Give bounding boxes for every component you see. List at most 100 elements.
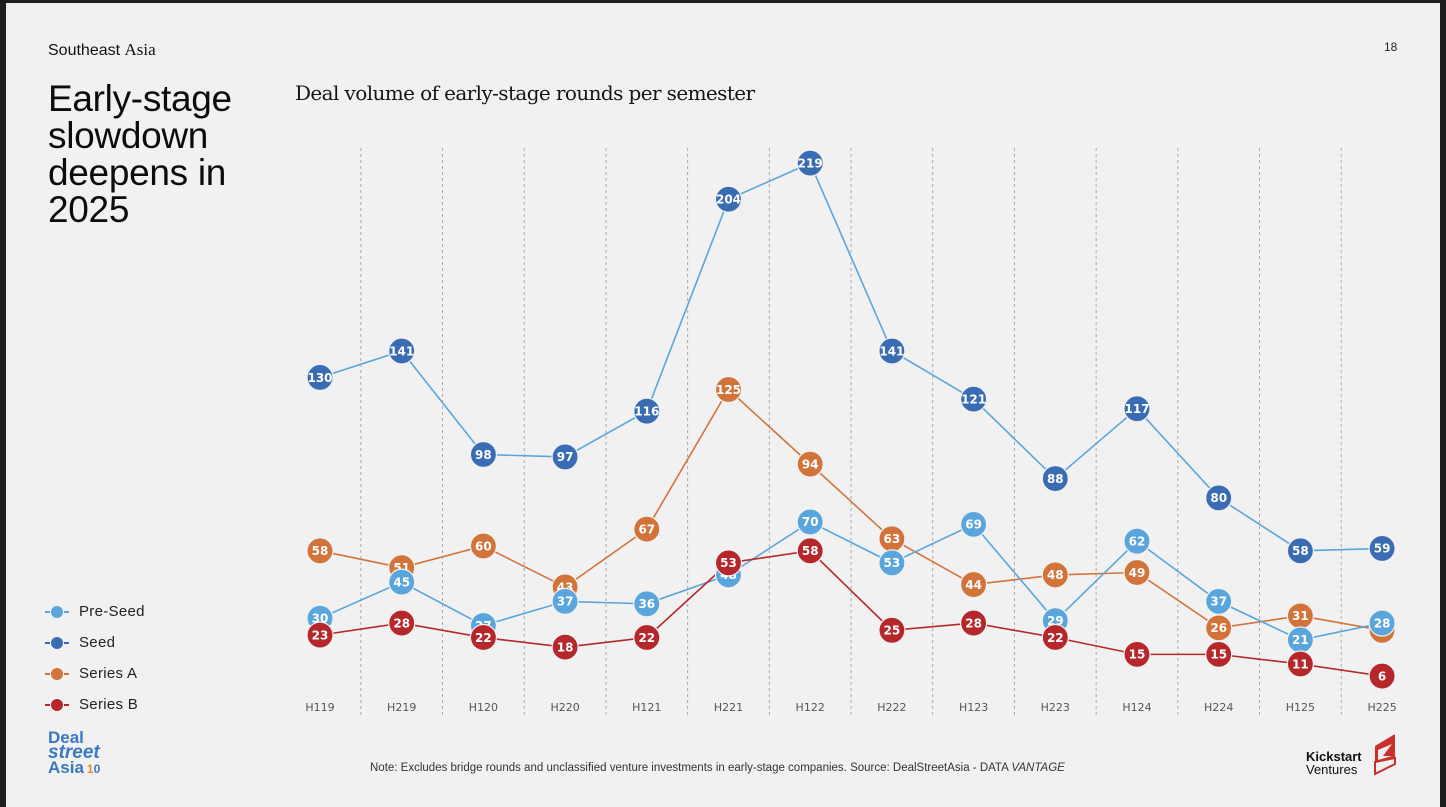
marker-series-a (714, 375, 743, 404)
data-point-pre-seed: 62 (1123, 527, 1151, 555)
legend-item-pre-seed: Pre-Seed (45, 596, 145, 627)
headline: Early-stage slowdown deepens in 2025 (48, 80, 288, 228)
marker-series-b (1368, 662, 1396, 690)
data-point-series-b: 15 (1205, 640, 1233, 668)
series-line-series-a (319, 388, 1383, 632)
data-point-pre-seed: 37 (551, 587, 579, 616)
data-point-pre-seed: 28 (1368, 609, 1396, 637)
x-tick-label: H120 (469, 701, 498, 714)
data-label-pre-seed: 28 (1374, 616, 1391, 630)
x-tick-label: H119 (305, 701, 334, 714)
data-label-series-a: 31 (1292, 609, 1309, 623)
marker-pre-seed (1123, 527, 1151, 555)
logo-text: Asia (48, 758, 84, 777)
headline-line: Early-stage (48, 78, 232, 119)
data-point-seed: 58 (1286, 537, 1315, 565)
data-label-pre-seed: 45 (393, 575, 410, 589)
marker-seed (388, 337, 416, 365)
data-label-series-a: 48 (1047, 568, 1064, 582)
logo-text: street (48, 742, 100, 763)
marker-seed (633, 397, 661, 425)
data-label-series-a: 94 (802, 457, 819, 471)
data-label-series-b: 23 (312, 628, 329, 642)
data-label-series-b: 25 (884, 624, 901, 638)
legend-item-series-a: Series A (45, 658, 145, 689)
marker-seed (1041, 464, 1069, 493)
marker-series-b (878, 616, 906, 644)
badge-digit: 1 (86, 762, 94, 776)
marker-series-b (959, 609, 988, 637)
data-label-series-b: 22 (1047, 631, 1064, 645)
data-point-seed: 141 (878, 337, 906, 365)
page-number: 18 (1384, 40, 1398, 54)
data-label-series-a: 63 (884, 532, 901, 546)
x-tick-label: H124 (1122, 701, 1151, 714)
marker-series-a (306, 537, 334, 565)
marker-series-a (796, 450, 824, 478)
data-point-seed: 98 (469, 440, 497, 469)
marker-series-b (714, 549, 743, 577)
data-point-series-b: 22 (1041, 623, 1069, 652)
logo-text: Deal (48, 728, 84, 747)
marker-seed (1123, 395, 1151, 423)
x-tick-label: H123 (959, 701, 988, 714)
data-label-pre-seed: 37 (557, 595, 574, 609)
marker-seed (878, 337, 906, 365)
legend-item-series-b: Series B (45, 689, 145, 720)
data-label-seed: 80 (1210, 491, 1227, 505)
x-tick-label: H125 (1286, 701, 1315, 714)
marker-series-a (959, 570, 988, 599)
marker-seed (469, 440, 497, 469)
legend-label: Series A (79, 665, 138, 682)
data-label-series-b: 15 (1129, 648, 1146, 662)
chart-title: Deal volume of early-stage rounds per se… (295, 81, 755, 105)
series-line-seed (319, 162, 1383, 552)
data-label-series-a: 44 (965, 578, 982, 592)
data-point-series-b: 15 (1123, 640, 1151, 668)
marker-series-a (469, 532, 497, 560)
data-label-series-a: 58 (312, 544, 329, 558)
data-point-series-b: 53 (714, 549, 743, 577)
data-point-seed: 80 (1205, 484, 1233, 512)
data-point-series-b: 6 (1368, 662, 1396, 690)
data-label-series-a: 26 (1210, 621, 1227, 635)
headline-line: deepens in (48, 152, 227, 193)
data-point-pre-seed: 36 (633, 590, 661, 618)
data-label-seed: 98 (475, 448, 492, 462)
x-tick-label: H122 (796, 701, 825, 714)
data-point-series-b: 22 (469, 623, 497, 652)
marker-series-b (796, 537, 824, 565)
headline-line: 2025 (48, 189, 130, 230)
data-point-pre-seed: 37 (1205, 587, 1233, 616)
data-label-pre-seed: 70 (802, 515, 819, 529)
data-label-series-a: 60 (475, 539, 492, 553)
data-label-series-b: 53 (720, 556, 737, 570)
data-label-series-b: 18 (557, 640, 574, 654)
data-point-series-a: 26 (1205, 614, 1233, 642)
logo-text-row: Asia 10 (48, 758, 100, 777)
data-label-series-a: 125 (716, 383, 741, 397)
data-label-pre-seed: 37 (1210, 595, 1227, 609)
marker-seed (959, 385, 988, 413)
data-label-pre-seed: 21 (1292, 633, 1309, 647)
marker-series-b (1041, 623, 1069, 652)
data-label-series-a: 67 (638, 522, 655, 536)
marker-seed (1205, 484, 1233, 512)
marker-pre-seed (388, 568, 416, 596)
data-point-seed: 204 (714, 185, 743, 213)
badge-digit: 0 (93, 762, 101, 776)
legend: Pre-Seed Seed Series A Series B (45, 596, 145, 720)
data-point-pre-seed: 21 (1286, 626, 1315, 654)
data-label-seed: 204 (716, 193, 741, 207)
data-point-seed: 130 (306, 363, 334, 392)
ten-years-badge: 10 (87, 762, 100, 776)
data-label-seed: 141 (879, 344, 904, 358)
kickstart-logo: Kickstart Ventures (1306, 750, 1362, 776)
data-point-pre-seed: 69 (959, 510, 988, 538)
data-point-seed: 88 (1041, 464, 1069, 493)
data-label-seed: 121 (961, 392, 986, 406)
legend-swatch-seed (45, 636, 69, 649)
series-line-pre-seed (319, 521, 1383, 641)
x-tick-label: H219 (387, 701, 416, 714)
marker-seed (306, 363, 334, 392)
